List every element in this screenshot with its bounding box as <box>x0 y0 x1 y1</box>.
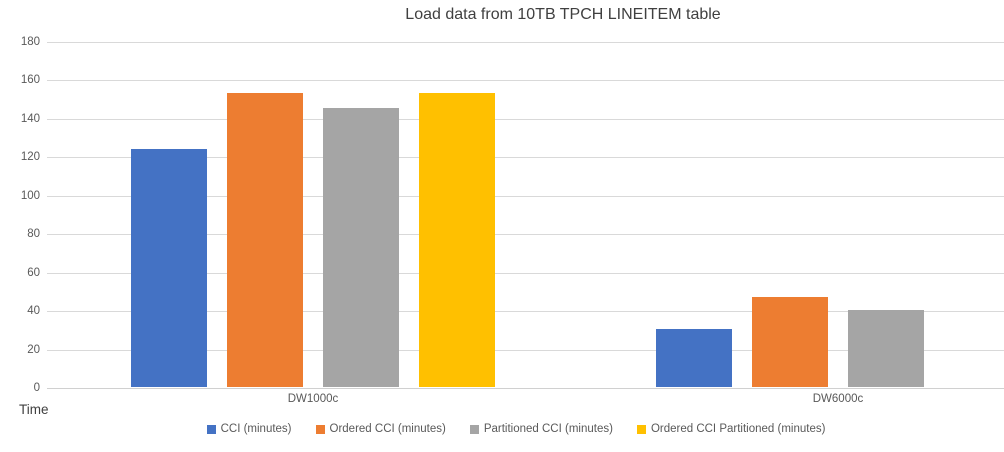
gridline <box>47 118 1004 120</box>
legend-item-ordered-cci-partitioned-minutes: Ordered CCI Partitioned (minutes) <box>636 423 826 435</box>
legend: CCI (minutes) Ordered CCI (minutes) Partit… <box>14 423 1004 435</box>
axis-title-time: Time <box>19 402 49 417</box>
gridline <box>47 157 1004 159</box>
x-axis-line <box>47 388 1004 389</box>
x-axis: DW1000c DW6000c <box>47 393 1004 409</box>
legend-label: Ordered CCI Partitioned (minutes) <box>650 423 826 435</box>
y-tick-label: 160 <box>20 74 40 87</box>
legend-swatch-icon <box>636 424 646 434</box>
chart-title: Load data from 10TB TPCH LINEITEM table <box>405 6 721 23</box>
bar-ordered-cci-partitioned-minutes-dw1000c <box>419 92 495 387</box>
gridline <box>47 80 1004 82</box>
legend-label: CCI (minutes) <box>220 423 292 435</box>
legend-label: Partitioned CCI (minutes) <box>483 423 613 435</box>
x-category-label-dw6000c: DW6000c <box>812 393 864 405</box>
gridline <box>47 42 1004 43</box>
gridline <box>47 349 1004 351</box>
bar-cci-minutes-dw1000c <box>131 148 207 387</box>
gridline <box>47 311 1004 313</box>
legend-item-partitioned-cci-minutes: Partitioned CCI (minutes) <box>469 423 613 435</box>
legend-item-ordered-cci-minutes: Ordered CCI (minutes) <box>315 423 446 435</box>
y-tick-label: 40 <box>27 305 40 318</box>
bar-cci-minutes-dw6000c <box>656 329 732 387</box>
y-tick-label: 120 <box>20 151 40 164</box>
bar-partitioned-cci-minutes-dw6000c <box>848 310 924 387</box>
gridline <box>47 234 1004 236</box>
y-tick-label: 20 <box>27 343 40 356</box>
bar-partitioned-cci-minutes-dw1000c <box>323 108 399 387</box>
bar-ordered-cci-minutes-dw1000c <box>227 92 303 387</box>
y-tick-label: 180 <box>20 36 40 48</box>
gridline <box>47 195 1004 197</box>
bar-ordered-cci-minutes-dw6000c <box>752 296 828 387</box>
legend-swatch-icon <box>315 424 325 434</box>
x-category-label-dw1000c: DW1000c <box>287 393 339 405</box>
y-tick-label: 100 <box>20 189 40 202</box>
plot-area <box>47 42 1004 389</box>
legend-item-cci-minutes: CCI (minutes) <box>206 423 292 435</box>
y-tick-label: 0 <box>33 382 40 394</box>
y-axis: 0 20 40 60 80 100 120 140 160 180 <box>0 36 40 394</box>
y-tick-label: 80 <box>27 228 40 241</box>
legend-swatch-icon <box>469 424 479 434</box>
gridline <box>47 272 1004 274</box>
legend-swatch-icon <box>206 424 216 434</box>
legend-label: Ordered CCI (minutes) <box>329 423 446 435</box>
y-tick-label: 140 <box>20 112 40 125</box>
y-tick-label: 60 <box>27 266 40 279</box>
